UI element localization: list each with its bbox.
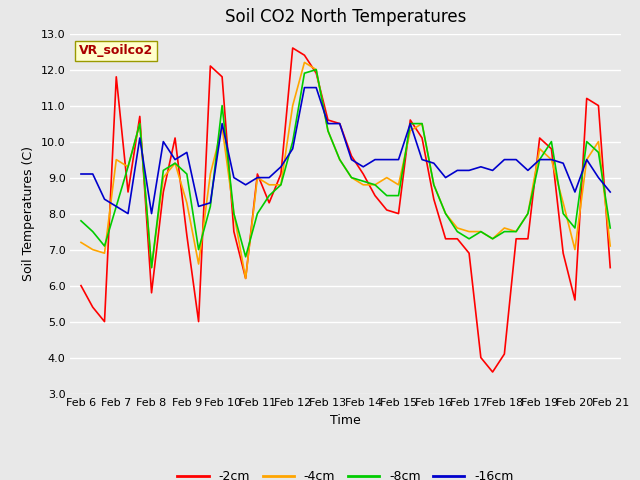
Legend: -2cm, -4cm, -8cm, -16cm: -2cm, -4cm, -8cm, -16cm [172, 465, 519, 480]
Title: Soil CO2 North Temperatures: Soil CO2 North Temperatures [225, 9, 467, 26]
Y-axis label: Soil Temperatures (C): Soil Temperatures (C) [22, 146, 35, 281]
Text: VR_soilco2: VR_soilco2 [79, 44, 153, 58]
X-axis label: Time: Time [330, 414, 361, 427]
